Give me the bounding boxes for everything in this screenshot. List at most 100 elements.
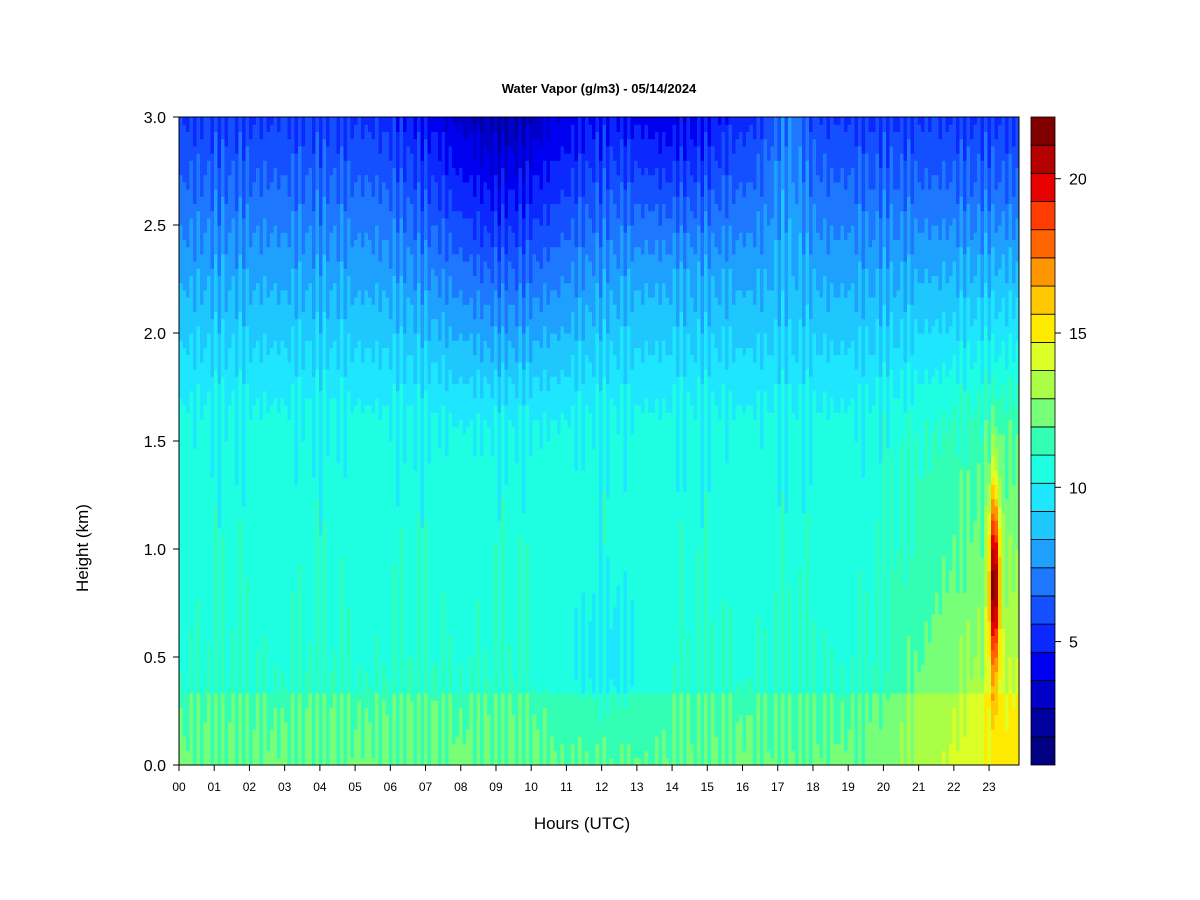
heatmap-cell — [490, 282, 495, 327]
heatmap-cell — [207, 390, 212, 644]
heatmap-cell — [417, 333, 422, 384]
heatmap-cell — [417, 383, 422, 514]
heatmap-cell — [263, 333, 268, 392]
heatmap-cell — [462, 138, 467, 183]
heatmap-cell — [868, 131, 873, 190]
heatmap-cell — [326, 693, 331, 765]
heatmap-cell — [525, 282, 530, 327]
heatmap-cell — [606, 145, 611, 190]
heatmap-cell — [550, 693, 555, 737]
heatmap-cell — [721, 383, 726, 600]
heatmap-cell — [564, 333, 569, 377]
heatmap-cell — [1005, 369, 1010, 413]
heatmap-cell — [991, 203, 996, 248]
heatmap-cell — [273, 167, 278, 226]
heatmap-cell — [963, 253, 968, 298]
heatmap-cell — [998, 117, 1003, 125]
heatmap-cell — [483, 225, 488, 262]
heatmap-cell — [567, 117, 572, 154]
heatmap-cell — [340, 117, 345, 147]
heatmap-cell — [1008, 419, 1013, 536]
heatmap-cell — [480, 693, 485, 765]
heatmap-cell — [221, 693, 226, 765]
heatmap-cell — [679, 520, 684, 694]
heatmap-cell — [287, 361, 292, 420]
heatmap-cell — [357, 700, 362, 765]
heatmap-cell — [777, 383, 782, 507]
heatmap-cell — [511, 678, 516, 716]
heatmap-cell — [231, 390, 236, 629]
heatmap-cell — [777, 117, 782, 161]
heatmap-cell — [672, 160, 677, 197]
heatmap-cell — [917, 477, 922, 672]
heatmap-cell — [529, 117, 534, 125]
heatmap-cell — [389, 268, 394, 320]
heatmap-cell — [606, 282, 611, 334]
heatmap-cell — [189, 217, 194, 276]
heatmap-cell — [361, 138, 366, 197]
heatmap-cell — [739, 181, 744, 233]
heatmap-cell — [910, 203, 915, 255]
heatmap-cell — [592, 275, 597, 327]
heatmap-cell — [564, 282, 569, 334]
heatmap-cell — [529, 455, 534, 694]
heatmap-cell — [298, 563, 303, 694]
heatmap-cell — [749, 405, 754, 680]
heatmap-cell — [469, 297, 474, 334]
heatmap-cell — [179, 397, 184, 672]
heatmap-cell — [844, 750, 849, 765]
heatmap-cell — [511, 117, 516, 154]
heatmap-cell — [910, 304, 915, 356]
heatmap-cell — [224, 203, 229, 255]
heatmap-cell — [557, 117, 562, 125]
heatmap-cell — [956, 750, 961, 765]
heatmap-cell — [196, 325, 201, 384]
heatmap-cell — [392, 275, 397, 334]
heatmap-cell — [277, 757, 282, 765]
heatmap-cell — [844, 131, 849, 190]
x-tick-label: 12 — [595, 780, 609, 794]
heatmap-cell — [945, 693, 950, 765]
heatmap-cell — [767, 160, 772, 226]
heatmap-cell — [504, 181, 509, 219]
heatmap-cell — [854, 203, 859, 255]
heatmap-cell — [998, 556, 1003, 629]
heatmap-cell — [1012, 361, 1017, 406]
heatmap-cell — [984, 325, 989, 370]
heatmap-cell — [889, 117, 894, 147]
heatmap-cell — [991, 145, 996, 204]
heatmap-cell — [560, 232, 565, 276]
heatmap-cell — [882, 361, 887, 413]
heatmap-cell — [872, 189, 877, 240]
heatmap-cell — [518, 203, 523, 248]
heatmap-cell — [564, 419, 569, 694]
heatmap-cell — [644, 239, 649, 284]
heatmap-cell — [235, 210, 240, 269]
heatmap-cell — [445, 390, 450, 456]
heatmap-cell — [403, 333, 408, 384]
heatmap-cell — [312, 693, 317, 765]
heatmap-cell — [459, 707, 464, 765]
heatmap-cell — [434, 275, 439, 320]
heatmap-cell — [564, 239, 569, 284]
heatmap-cell — [686, 390, 691, 636]
heatmap-cell — [592, 592, 597, 694]
heatmap-cell — [501, 498, 506, 694]
heatmap-cell — [606, 333, 611, 384]
heatmap-cell — [973, 520, 978, 658]
heatmap-cell — [609, 117, 614, 147]
heatmap-cell — [294, 153, 299, 212]
heatmap-cell — [669, 354, 674, 413]
heatmap-cell — [602, 318, 607, 377]
heatmap-cell — [396, 232, 401, 284]
heatmap-cell — [354, 693, 359, 730]
heatmap-cell — [865, 383, 870, 593]
heatmap-cell — [977, 117, 982, 154]
heatmap-cell — [672, 232, 677, 269]
heatmap-cell — [396, 282, 401, 334]
heatmap-cell — [812, 203, 817, 269]
heatmap-cell — [840, 700, 845, 765]
heatmap-cell — [312, 268, 317, 320]
heatmap-cell — [690, 210, 695, 248]
heatmap-cell — [494, 541, 499, 694]
